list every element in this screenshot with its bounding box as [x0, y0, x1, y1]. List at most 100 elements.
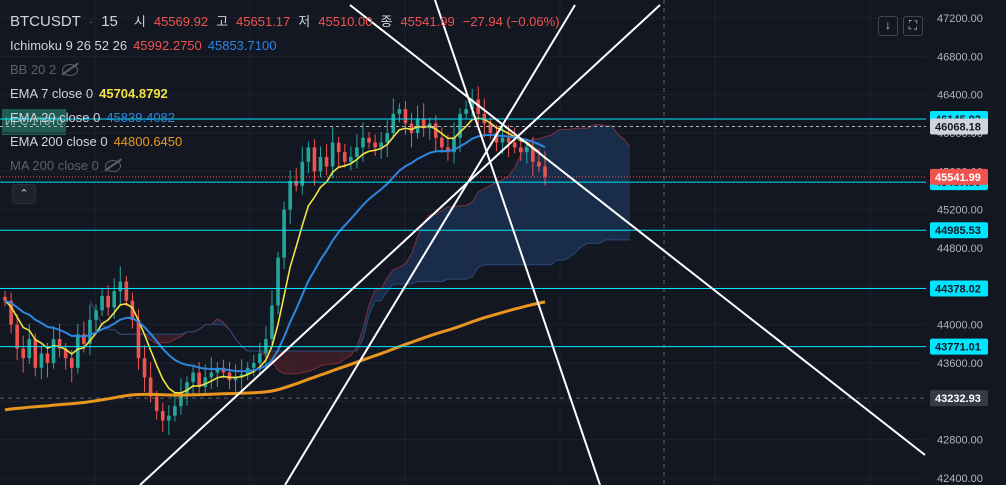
level-price-tag: 46068.18: [935, 121, 981, 133]
current-price-tag-bg: [930, 168, 988, 185]
ma200-name: MA 200 close 0: [10, 158, 99, 173]
ichimoku-cloud-segment: [623, 138, 630, 240]
ichimoku-cloud-segment: [326, 351, 333, 365]
ichimoku-cloud-segment: [460, 205, 467, 280]
ichimoku-cloud-segment: [338, 351, 345, 363]
candle-body: [276, 257, 280, 306]
candle-body: [63, 348, 68, 359]
candle-body: [282, 209, 286, 258]
legend-bb-row[interactable]: BB 20 2: [10, 58, 562, 82]
candle-body: [421, 118, 426, 129]
candle-body: [167, 415, 171, 421]
open-label: 시: [133, 14, 146, 29]
candle-body: [209, 372, 214, 378]
candle-body: [409, 123, 414, 133]
candle-body: [385, 133, 390, 143]
legend-ma200-row[interactable]: MA 200 close 0: [10, 154, 562, 178]
collapse-legend-button[interactable]: ⌃: [12, 184, 36, 204]
symbol-label[interactable]: BTCUSDT: [10, 13, 81, 30]
ichimoku-span-b: [89, 239, 630, 352]
fullscreen-icon: ⛶: [908, 18, 918, 32]
close-value: 45541.99: [400, 14, 455, 29]
price-tick-label: 42800.00: [937, 435, 983, 447]
ema7-value: 45704.8792: [99, 86, 168, 101]
ichimoku-cloud-segment: [417, 222, 424, 282]
crosshair-price-tag-bg: [930, 390, 988, 407]
ichimoku-cloud-segment: [569, 128, 576, 258]
legend-ema7-row[interactable]: EMA 7 close 0 45704.8792: [10, 82, 562, 106]
ichimoku-cloud-segment: [526, 138, 533, 265]
ichimoku-cloud-segment: [532, 138, 539, 265]
ichimoku-cloud-segment: [429, 214, 436, 282]
candle-body: [191, 372, 195, 383]
ichimoku-cloud-segment: [296, 351, 303, 374]
candle-body: [142, 358, 147, 378]
candle-body: [51, 339, 56, 363]
candle-body: [82, 334, 86, 344]
ichimoku-cloud-segment: [508, 167, 515, 265]
candle-body: [336, 142, 341, 153]
legend: BTCUSDT · 15 시 45569.92 고 45651.17 저 45510.…: [2, 10, 562, 178]
ichimoku-name: Ichimoku 9 26 52 26: [10, 38, 128, 53]
close-label: 종: [380, 14, 393, 29]
ichimoku-cloud-segment: [605, 125, 612, 240]
candle-body: [397, 109, 402, 114]
legend-ema20-row[interactable]: ИРС 1Т6Т0 EMA 20 close 0 45839.4082: [2, 106, 562, 135]
ema7-line: [4, 117, 546, 394]
level-price-tag-bg: [930, 118, 988, 135]
ichimoku-cloud-segment: [284, 351, 291, 374]
price-tick-label: 44800.00: [937, 243, 983, 255]
candle-body: [361, 137, 365, 148]
candle-body: [27, 339, 32, 359]
candle-body: [100, 295, 104, 311]
ema200-line: [4, 300, 546, 412]
ema20-value: 45839.4082: [106, 110, 176, 125]
hidden-eye-icon[interactable]: [104, 160, 121, 172]
price-tick-label: 46800.00: [937, 51, 983, 63]
legend-ema200-row[interactable]: EMA 200 close 0 44800.6450: [10, 130, 562, 154]
candle-body: [215, 367, 220, 373]
ema200-name: EMA 200 close 0: [10, 134, 108, 149]
candle-body: [312, 147, 317, 172]
candle-body: [458, 113, 462, 138]
ichimoku-cloud-segment: [381, 277, 388, 301]
scroll-down-button[interactable]: ↓: [878, 16, 898, 36]
interval-label[interactable]: 15: [101, 13, 118, 30]
level-price-tag-bg: [930, 280, 988, 297]
change-value: −27.94 (−0.06%): [462, 14, 560, 29]
candle-body: [342, 152, 347, 162]
candle-body: [531, 147, 535, 162]
price-tick-label: 45200.00: [937, 205, 983, 217]
trend-line: [349, 4, 926, 456]
candle-body: [136, 319, 141, 359]
candle-body: [39, 353, 44, 368]
ichimoku-value-2: 45853.7100: [207, 38, 277, 53]
bb-name: BB 20 2: [10, 62, 57, 77]
candle-body: [57, 339, 62, 349]
ichimoku-cloud-segment: [599, 124, 606, 244]
candle-body: [197, 372, 201, 387]
crosshair-price-tag: 43232.93: [935, 393, 981, 405]
candle-body: [179, 393, 183, 407]
candle-body: [130, 300, 135, 320]
ema200-value: 44800.6450: [113, 134, 183, 149]
ichimoku-cloud-segment: [265, 351, 272, 361]
candle-body: [433, 123, 438, 138]
candle-body: [3, 296, 7, 301]
ichimoku-cloud-segment: [502, 176, 509, 265]
price-tick-label: 47200.00: [937, 13, 983, 25]
candle-body: [330, 142, 335, 167]
candle-body: [379, 142, 383, 148]
ichimoku-cloud-segment: [387, 269, 394, 292]
fullscreen-button[interactable]: ⛶: [903, 16, 923, 36]
candle-body: [464, 109, 468, 114]
candle-body: [112, 291, 117, 308]
ichimoku-cloud-segment: [393, 267, 400, 284]
legend-ichimoku-row[interactable]: Ichimoku 9 26 52 26 45992.2750 45853.710…: [10, 34, 562, 58]
chevron-up-icon: ⌃: [19, 188, 29, 200]
hidden-eye-icon[interactable]: [62, 64, 79, 76]
price-tick-label: 46400.00: [937, 90, 983, 102]
arrow-down-icon: ↓: [885, 18, 891, 32]
